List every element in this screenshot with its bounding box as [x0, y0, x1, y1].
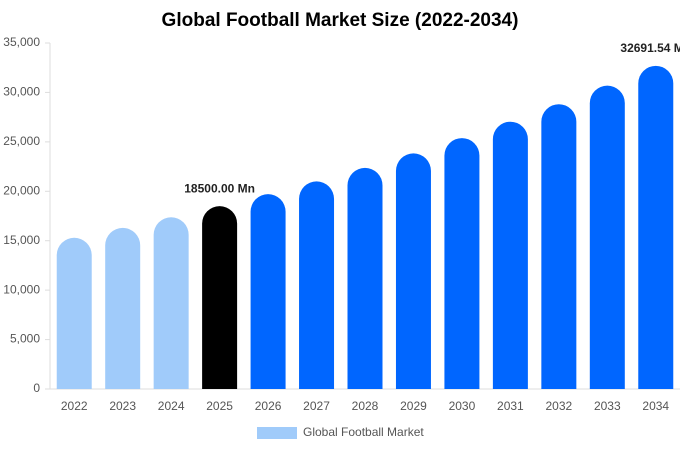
- data-label: 32691.54 Mn: [620, 41, 680, 55]
- x-tick-label: 2026: [255, 399, 282, 413]
- y-tick-label: 25,000: [3, 134, 40, 148]
- x-tick-label: 2031: [497, 399, 524, 413]
- y-tick-label: 15,000: [3, 233, 40, 247]
- y-tick-label: 5,000: [10, 332, 40, 346]
- x-tick-label: 2029: [400, 399, 427, 413]
- y-tick-label: 30,000: [3, 85, 40, 99]
- x-tick-label: 2024: [158, 399, 185, 413]
- bar: [492, 121, 528, 390]
- legend-label: Global Football Market: [303, 425, 424, 439]
- legend-swatch: [257, 427, 297, 439]
- bar: [589, 85, 625, 390]
- x-tick-label: 2032: [545, 399, 572, 413]
- bar: [105, 227, 141, 389]
- bar: [299, 181, 335, 389]
- data-label: 18500.00 Mn: [184, 181, 255, 195]
- x-tick-label: 2033: [594, 399, 621, 413]
- y-tick-label: 10,000: [3, 282, 40, 296]
- chart-title: Global Football Market Size (2022-2034): [162, 10, 519, 31]
- bar: [395, 153, 431, 389]
- bar: [153, 217, 189, 389]
- bar: [56, 237, 92, 389]
- x-tick-label: 2022: [61, 399, 88, 413]
- bar: [250, 194, 286, 389]
- bar: [202, 206, 238, 389]
- x-tick-label: 2030: [449, 399, 476, 413]
- x-tick-label: 2025: [206, 399, 233, 413]
- y-tick-label: 35,000: [3, 35, 40, 49]
- x-tick-label: 2034: [642, 399, 669, 413]
- x-tick-label: 2023: [109, 399, 136, 413]
- bar: [541, 104, 577, 389]
- bar: [347, 167, 383, 389]
- bar: [444, 138, 480, 389]
- bar: [638, 65, 674, 389]
- x-tick-label: 2028: [352, 399, 379, 413]
- x-tick-label: 2027: [303, 399, 330, 413]
- y-tick-label: 0: [33, 381, 40, 395]
- y-tick-label: 20,000: [3, 183, 40, 197]
